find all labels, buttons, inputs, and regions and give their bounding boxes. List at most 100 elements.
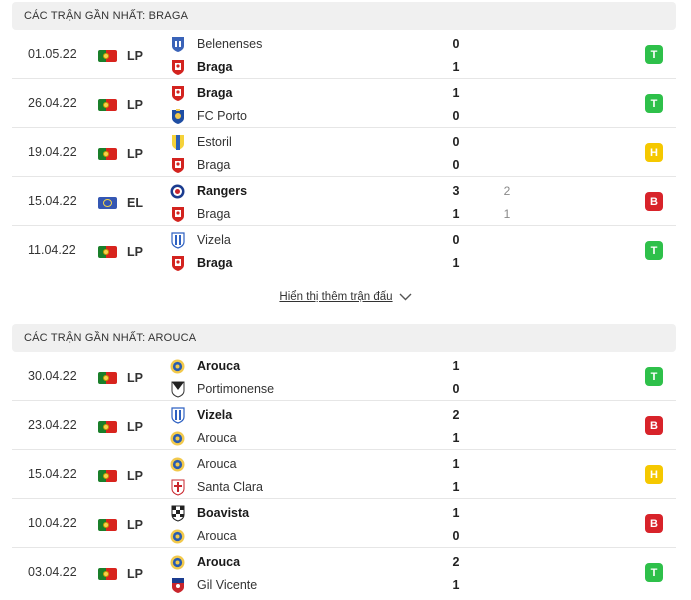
away-team: Braga: [170, 252, 232, 274]
match-row[interactable]: 10.04.22 LP Boavista 1 Arouca 0 B: [12, 499, 676, 548]
portugal-flag-icon: [98, 99, 117, 111]
away-team-name: Braga: [197, 207, 231, 221]
arouca-badge-icon: [170, 430, 185, 447]
away-score: 0: [452, 109, 460, 123]
chevron-down-icon: [399, 293, 412, 301]
home-team-name: Estoril: [197, 135, 232, 149]
braga-badge-icon: [170, 59, 185, 76]
competition-label: LP: [127, 420, 143, 434]
match-row[interactable]: 23.04.22 LP Vizela 2 Arouca 1 B: [12, 401, 676, 450]
home-team: Rangers: [170, 180, 247, 202]
home-team-name: Rangers: [197, 184, 248, 198]
competition-label: EL: [127, 196, 143, 210]
competition: LP: [98, 567, 143, 581]
competition-label: LP: [127, 245, 143, 259]
portugal-flag-icon: [98, 421, 117, 433]
home-score: 0: [452, 37, 460, 51]
away-team: Braga: [170, 154, 230, 176]
show-more-link[interactable]: Hiển thị thêm trận đấu: [0, 287, 691, 307]
away-team-name: Braga: [197, 256, 233, 270]
away-score: 1: [452, 207, 460, 221]
result-badge: B: [645, 514, 663, 533]
home-team: Vizela: [170, 404, 232, 426]
away-team: Braga: [170, 56, 232, 78]
match-row[interactable]: 11.04.22 LP Vizela 0 Braga 1 T: [12, 226, 676, 275]
home-team-name: Vizela: [197, 408, 233, 422]
result-badge: T: [645, 45, 663, 64]
match-row[interactable]: 15.04.22 LP Arouca 1 Santa Clara 1 H: [12, 450, 676, 499]
away-team-name: Portimonense: [197, 382, 275, 396]
match-row[interactable]: 03.04.22 LP Arouca 2 Gil Vicente 1 T: [12, 548, 676, 597]
rangers-badge-icon: [170, 183, 185, 200]
competition-label: LP: [127, 98, 143, 112]
match-date: 15.04.22: [28, 194, 77, 208]
portugal-flag-icon: [98, 568, 117, 580]
result-badge: H: [645, 143, 663, 162]
result-badge: T: [645, 241, 663, 260]
match-date: 23.04.22: [28, 418, 77, 432]
match-date: 01.05.22: [28, 47, 77, 61]
home-team: Arouca: [170, 453, 237, 475]
competition: LP: [98, 371, 143, 385]
portugal-flag-icon: [98, 519, 117, 531]
result-badge: T: [645, 563, 663, 582]
match-row[interactable]: 01.05.22 LP Belenenses 0 Braga 1 T: [12, 30, 676, 79]
away-team-name: Braga: [197, 60, 233, 74]
away-score: 0: [452, 529, 460, 543]
match-date: 11.04.22: [28, 243, 76, 257]
portugal-flag-icon: [98, 372, 117, 384]
home-team: Boavista: [170, 502, 249, 524]
section-header-arouca: CÁC TRẬN GẦN NHẤT: AROUCA: [12, 324, 676, 352]
home-score: 1: [452, 506, 460, 520]
competition: LP: [98, 147, 143, 161]
competition: LP: [98, 49, 143, 63]
result-badge: H: [645, 465, 663, 484]
arouca-badge-icon: [170, 554, 185, 571]
gil-vicente-badge-icon: [170, 577, 185, 594]
home-team: Estoril: [170, 131, 232, 153]
away-team: Santa Clara: [170, 476, 263, 498]
match-row[interactable]: 15.04.22 EL Rangers 3 2 Braga 1 1 B: [12, 177, 676, 226]
competition-label: LP: [127, 371, 143, 385]
match-date: 10.04.22: [28, 516, 77, 530]
match-row[interactable]: 30.04.22 LP Arouca 1 Portimonense 0 T: [12, 352, 676, 401]
match-date: 03.04.22: [28, 565, 77, 579]
show-more-label: Hiển thị thêm trận đấu: [279, 291, 393, 303]
competition-label: LP: [127, 147, 143, 161]
home-score: 0: [452, 135, 460, 149]
arouca-badge-icon: [170, 456, 185, 473]
home-team-name: Vizela: [197, 233, 231, 247]
competition: LP: [98, 98, 143, 112]
boavista-badge-icon: [170, 505, 185, 522]
result-badge: T: [645, 367, 663, 386]
home-score: 0: [452, 233, 460, 247]
away-score: 1: [452, 256, 460, 270]
match-row[interactable]: 19.04.22 LP Estoril 0 Braga 0 H: [12, 128, 676, 177]
match-row[interactable]: 26.04.22 LP Braga 1 FC Porto 0 T: [12, 79, 676, 128]
portugal-flag-icon: [98, 148, 117, 160]
section-title: CÁC TRẬN GẦN NHẤT: BRAGA: [24, 10, 189, 22]
vizela-badge-icon: [170, 231, 185, 249]
result-badge: T: [645, 94, 663, 113]
competition-label: LP: [127, 469, 143, 483]
competition: EL: [98, 196, 143, 210]
competition-label: LP: [127, 49, 143, 63]
portugal-flag-icon: [98, 50, 117, 62]
home-team: Belenenses: [170, 33, 262, 55]
belenenses-badge-icon: [170, 36, 185, 53]
away-team-name: Arouca: [197, 529, 237, 543]
away-team-name: Arouca: [197, 431, 237, 445]
away-score: 1: [452, 60, 460, 74]
away-team: Gil Vicente: [170, 574, 257, 596]
arouca-badge-icon: [170, 358, 185, 375]
europe-flag-icon: [98, 197, 117, 209]
braga-badge-icon: [170, 255, 185, 272]
braga-badge-icon: [170, 206, 185, 223]
away-score: 0: [452, 382, 460, 396]
away-team: FC Porto: [170, 105, 247, 127]
away-score: 1: [452, 578, 460, 592]
home-score: 2: [452, 408, 460, 422]
competition: LP: [98, 469, 143, 483]
away-team-name: FC Porto: [197, 109, 248, 123]
home-team-name: Belenenses: [197, 37, 263, 51]
